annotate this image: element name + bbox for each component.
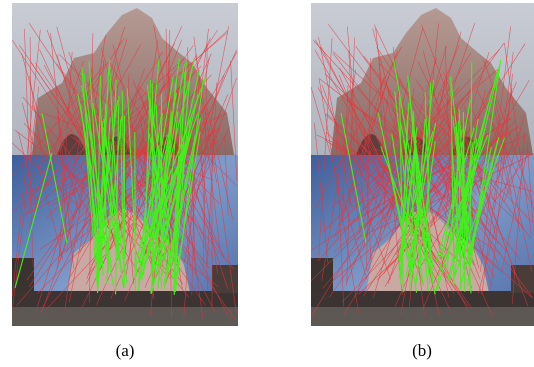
stairs <box>311 307 534 326</box>
caption: (a) <box>116 341 135 360</box>
tree-right <box>212 265 238 293</box>
tree-left <box>311 258 333 293</box>
panels <box>12 3 534 326</box>
photo-pair <box>311 3 534 326</box>
inlier-line <box>135 132 136 290</box>
crowd <box>12 291 238 307</box>
figure: (a) (b) <box>0 0 534 367</box>
caption: (b) <box>412 341 432 360</box>
stairs <box>12 307 238 326</box>
photo-pair <box>12 3 238 326</box>
